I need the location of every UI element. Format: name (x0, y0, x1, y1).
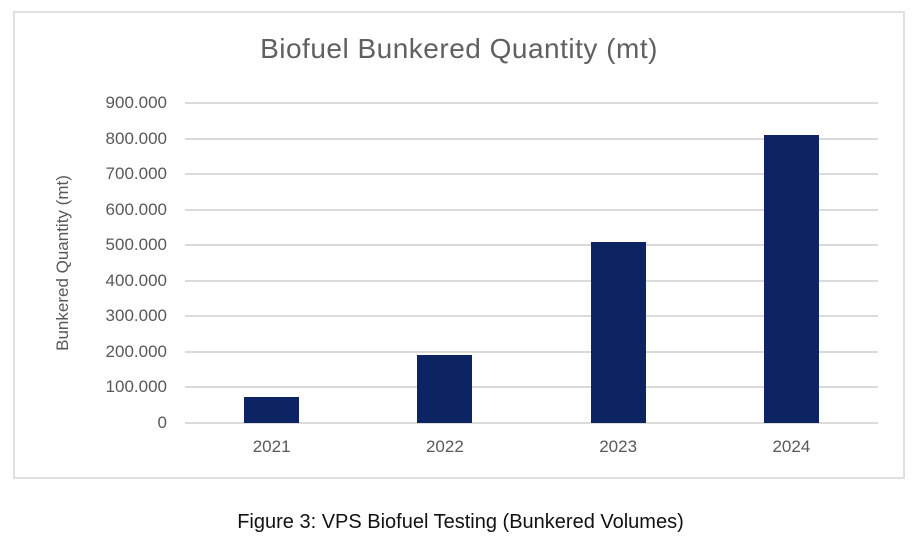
bar-2021 (244, 397, 300, 423)
y-tick-label: 500.000 (105, 235, 167, 255)
bar-2022 (417, 355, 473, 423)
gridline (185, 244, 878, 247)
y-tick-label: 300.000 (105, 306, 167, 326)
gridline (185, 208, 878, 211)
y-tick-label: 0 (157, 413, 167, 432)
x-tick-label: 2022 (425, 437, 464, 456)
y-tick-label: 800.000 (105, 128, 167, 148)
y-tick-label: 100.000 (105, 377, 167, 397)
bar-2024 (763, 135, 819, 423)
x-tick-label: 2023 (599, 437, 638, 456)
gridline (185, 350, 878, 353)
y-tick-label: 400.000 (105, 270, 167, 290)
gridline (185, 137, 878, 140)
plot-area (185, 102, 878, 424)
y-axis-tick-labels: 0 100.000 200.000 300.000 400.000 500.000 600.… (15, 93, 167, 432)
gridline (185, 173, 878, 176)
chart-title: Biofuel Bunkered Quantity (mt) (260, 33, 658, 64)
x-axis-tick-labels: 2021 2022 2023 2024 (185, 437, 878, 461)
figure-caption: Figure 3: VPS Biofuel Testing (Bunkered … (237, 511, 684, 533)
y-tick-label: 600.000 (105, 199, 167, 219)
x-tick-label: 2021 (252, 437, 291, 456)
x-tick-label: 2024 (772, 437, 811, 456)
y-tick-label: 900.000 (105, 93, 167, 112)
y-tick-label: 200.000 (105, 341, 167, 361)
gridline (185, 102, 878, 104)
y-tick-label: 700.000 (105, 164, 167, 184)
chart-frame: Biofuel Bunkered Quantity (mt) Bunkered … (13, 11, 905, 479)
gridline (185, 386, 878, 389)
gridline (185, 279, 878, 282)
bar-2023 (590, 241, 646, 423)
gridline (185, 315, 878, 318)
gridline (185, 422, 878, 424)
